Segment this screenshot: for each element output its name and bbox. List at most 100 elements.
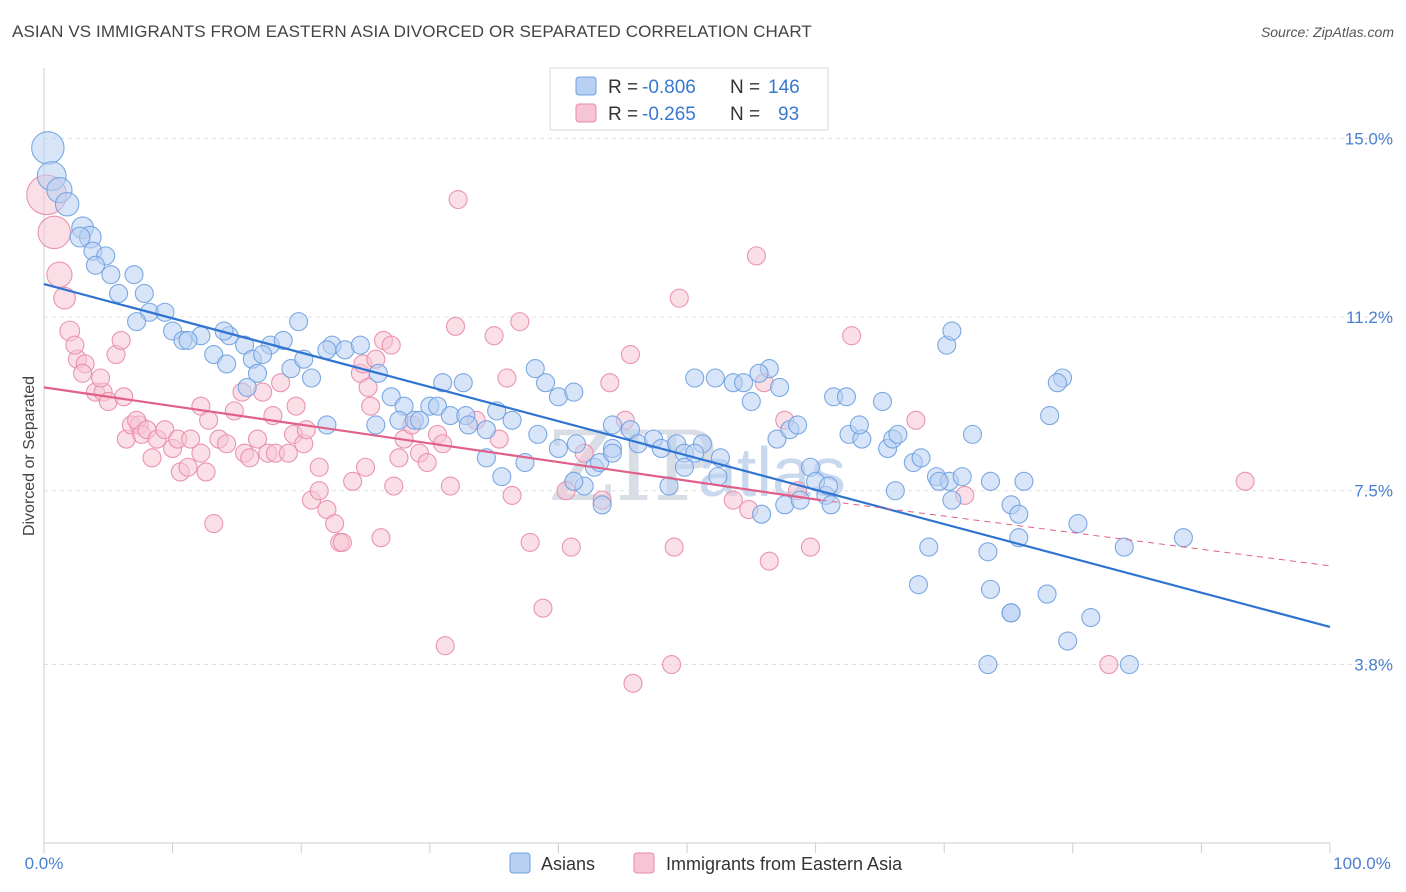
immigrant-point — [384, 476, 404, 496]
immigrant-point — [842, 326, 862, 346]
asian-point — [528, 424, 548, 444]
immigrant-point — [445, 316, 466, 336]
asian-point — [127, 312, 147, 332]
asian-point — [980, 471, 1001, 491]
asian-point — [289, 312, 309, 332]
immigrant-point — [358, 377, 378, 397]
asian-point — [602, 443, 622, 463]
asian-point — [978, 542, 998, 562]
asian-point — [1001, 603, 1021, 623]
legend-n-label-immigrant: N = — [730, 104, 760, 125]
asian-point — [767, 429, 787, 449]
asian-point — [433, 373, 453, 393]
immigrant-point — [662, 654, 682, 675]
asian-point — [821, 495, 841, 515]
asian-point — [849, 415, 869, 435]
asian-point — [790, 490, 810, 510]
immigrant-point — [759, 551, 779, 571]
immigrant-point — [309, 457, 329, 477]
asian-point — [1040, 406, 1060, 426]
asian-point — [476, 420, 496, 440]
asian-point — [741, 391, 761, 412]
asian-point — [237, 377, 257, 397]
asian-point — [942, 321, 962, 341]
asian-point — [317, 415, 337, 435]
legend-n-value-asian: 146 — [768, 77, 800, 98]
asian-point — [674, 457, 694, 477]
immigrant-point — [278, 443, 298, 463]
asian-point — [1068, 514, 1088, 534]
asian-point — [301, 368, 322, 388]
x-tick-label-max: 100.0% — [1333, 854, 1391, 873]
asian-point — [685, 368, 705, 388]
asian-point — [54, 191, 80, 217]
legend-n-value-immigrant: 93 — [778, 104, 799, 125]
immigrant-point — [623, 673, 643, 693]
immigrant-point — [746, 246, 766, 266]
y-tick-label: 15.0% — [1345, 129, 1393, 148]
asian-point — [564, 471, 584, 491]
bottom-legend-swatch-asian — [509, 852, 531, 874]
immigrant-point — [65, 335, 85, 355]
immigrant-point — [114, 387, 134, 407]
asian-point — [525, 359, 545, 379]
asian-point — [908, 575, 929, 595]
immigrant-point — [389, 448, 409, 468]
asian-point — [1009, 504, 1029, 524]
asian-point — [1014, 471, 1034, 491]
legend-swatch-asian — [575, 76, 597, 96]
asian-point — [734, 373, 754, 393]
immigrant-point — [561, 537, 581, 557]
immigrant-point — [361, 396, 381, 416]
immigrant-point — [417, 452, 437, 473]
immigrant-point — [497, 368, 517, 388]
immigrant-point — [247, 429, 268, 449]
asian-point — [366, 415, 386, 435]
asian-point — [980, 579, 1001, 599]
immigrant-point — [800, 537, 821, 557]
x-ticks — [43, 843, 1331, 853]
immigrant-point — [1099, 654, 1119, 675]
immigrant-trend-extension — [820, 499, 1331, 567]
asian-point — [548, 438, 568, 459]
asian-point — [1058, 631, 1078, 651]
asian-point — [818, 476, 839, 496]
immigrant-point — [723, 490, 743, 510]
asian-point — [31, 131, 65, 165]
asian-trend-line — [43, 282, 1331, 629]
immigrant-point — [53, 286, 76, 310]
asian-point — [350, 335, 370, 355]
asian-point — [752, 504, 772, 524]
legend-r-label-immigrant: R = — [608, 104, 638, 125]
asian-point — [1173, 528, 1193, 548]
asian-point — [885, 481, 905, 501]
immigrant-point — [73, 363, 93, 383]
asian-point — [69, 226, 91, 248]
asian-point — [492, 467, 512, 487]
asian-point — [888, 424, 908, 444]
asian-point — [458, 415, 478, 435]
immigrant-point — [286, 396, 306, 416]
asian-point — [602, 415, 622, 435]
immigrant-point — [520, 532, 540, 552]
immigrant-point — [224, 401, 244, 421]
bottom-legend-swatch-immigrant — [633, 852, 655, 874]
asian-point — [592, 495, 612, 515]
asian-point — [409, 410, 430, 430]
immigrant-point — [296, 420, 316, 440]
asian-point — [1037, 584, 1057, 604]
chart-title: ASIAN VS IMMIGRANTS FROM EASTERN ASIA DI… — [12, 22, 812, 41]
immigrant-point — [381, 335, 401, 355]
immigrant-point — [46, 261, 73, 288]
asian-point — [317, 340, 337, 360]
asian-point — [942, 490, 962, 510]
asian-point — [178, 330, 198, 350]
bottom-legend: Asians Immigrants from Eastern Asia — [509, 852, 903, 874]
x-tick-label-min: 0.0% — [25, 854, 64, 873]
immigrant-point — [325, 514, 345, 534]
asian-points — [31, 131, 1193, 675]
asian-point — [978, 654, 998, 675]
immigrant-point — [600, 373, 620, 393]
immigrant-point — [155, 420, 175, 440]
